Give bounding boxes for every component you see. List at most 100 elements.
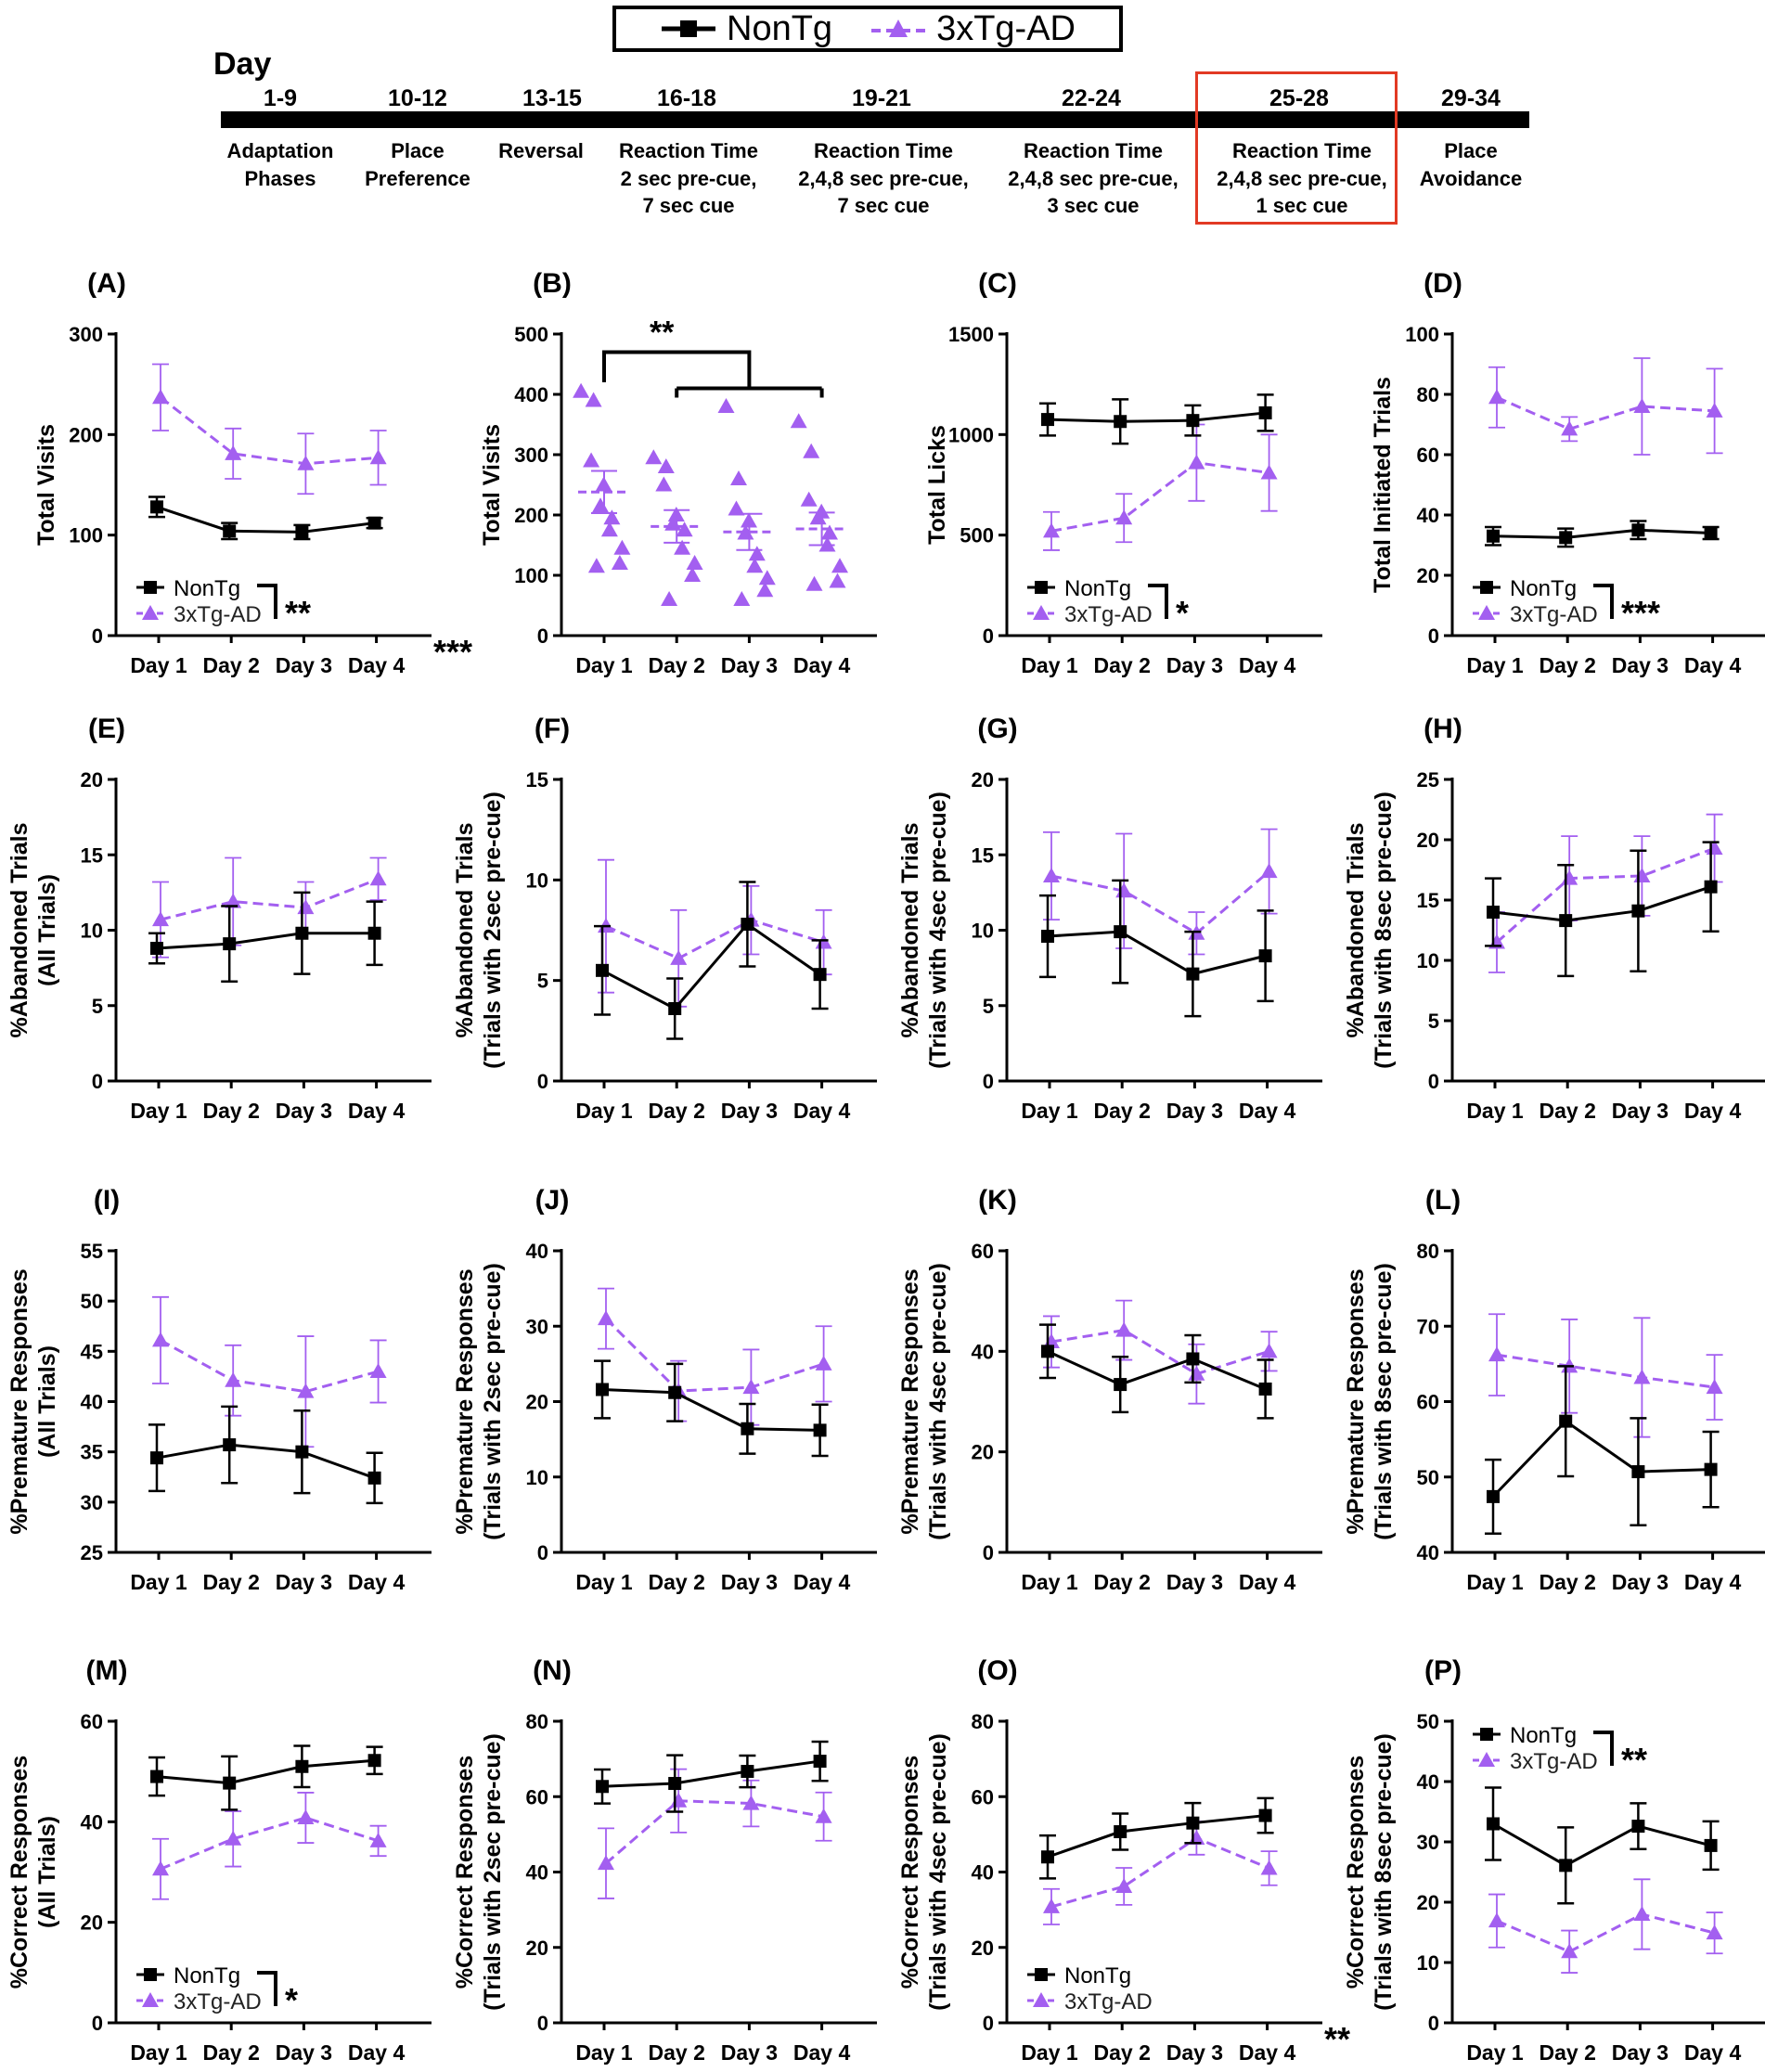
tg-marker [815,1808,832,1823]
x-tick-label: Day 2 [649,1099,705,1123]
x-tick-label: Day 1 [130,1099,187,1123]
y-tick-label: 0 [537,2012,548,2035]
x-tick-label: Day 4 [1684,1099,1742,1123]
tg-marker [1633,1369,1651,1384]
y-tick-label: 20 [1417,829,1439,852]
tg-marker [297,1809,315,1824]
panel-label: (D) [1424,268,1462,299]
nontg-square-marker-icon [662,20,715,37]
y-tick-label: 45 [81,1340,103,1363]
x-tick-label: Day 4 [1239,2040,1296,2065]
x-tick-label: Day 3 [1612,1570,1668,1594]
tg-series-line [160,396,379,466]
tg-marker [1488,389,1505,405]
tg-marker [717,398,735,413]
y-tick-label: 300 [514,444,548,467]
x-tick-label: Day 1 [1021,1099,1078,1123]
legend-label-tg: 3xTg-AD [1510,602,1598,627]
legend-tg: 3xTg-AD [870,9,1076,49]
y-axis-label-line: Total Initiated Trials [1370,377,1396,593]
nontg-marker [1631,1820,1645,1834]
chart-panel: (B) 0 100 200 300 400 500 Day 1 Day 2 Day 3 Day 4 T… [479,268,877,677]
nontg-marker [741,1422,754,1435]
nontg-marker [1035,581,1048,594]
y-tick-label: 5 [1428,1010,1439,1033]
tg-marker [1033,1992,1050,2007]
nontg-marker [1041,1345,1054,1358]
nontg-marker [668,1777,682,1791]
nontg-marker [223,1438,237,1452]
y-tick-label: 20 [81,768,103,791]
y-tick-label: 40 [1417,1770,1439,1794]
tg-marker [758,570,776,586]
tg-series-line [1496,1912,1715,1953]
tg-series-line [160,1339,380,1394]
x-tick-label: Day 4 [348,2040,406,2065]
legend-label-tg: 3xTg-AD [1510,1749,1598,1774]
y-tick-label: 30 [81,1491,103,1514]
tg-series-line [605,919,825,960]
phase-desc: Adaptation Phases [226,139,334,190]
y-axis-label-line: %Correct Responses [1343,1756,1369,1988]
nontg-marker [1114,1825,1127,1839]
panel-label: (P) [1424,1655,1462,1686]
legend-nontg: NonTg [660,9,832,49]
x-tick-label: Day 2 [1540,653,1596,677]
y-tick-label: 40 [526,1240,548,1263]
y-axis-label-line: %Correct Responses [897,1756,923,1988]
y-tick-label: 0 [92,1070,103,1093]
y-axis-label-line: (Trials with 8sec pre-cue) [1371,1263,1397,1540]
nontg-marker [144,1968,157,1981]
y-tick-label: 20 [972,1441,994,1464]
x-tick-label: Day 2 [203,1099,260,1123]
nontg-marker [1559,531,1573,545]
nontg-series-line [1492,885,1712,922]
y-tick-label: 1000 [948,423,994,446]
tg-marker [585,392,602,407]
x-tick-label: Day 2 [1540,1570,1596,1594]
x-tick-label: Day 2 [203,2040,260,2065]
x-tick-label: Day 2 [203,1570,260,1594]
panel-label: (N) [533,1655,572,1686]
y-tick-label: 500 [514,323,548,346]
nontg-marker [1559,914,1573,928]
x-tick-label: Day 3 [1612,2040,1668,2065]
x-tick-label: Day 3 [721,1570,778,1594]
tg-series-line [605,1799,824,1865]
tg-marker [1633,398,1651,413]
y-tick-label: 60 [972,1240,994,1263]
x-tick-label: Day 3 [276,653,332,677]
x-tick-label: Day 1 [130,653,187,677]
tg-marker [225,444,242,460]
y-tick-label: 10 [81,920,103,943]
y-tick-label: 50 [1417,1466,1439,1489]
y-tick-label: 5 [92,995,103,1018]
panel-label: (A) [87,268,126,299]
tg-marker [790,413,807,429]
nontg-series-line [1047,1814,1266,1859]
chart-panel: (L) 40 50 60 70 80 Day 1 Day 2 Day 3 Day 4 %Premat… [1343,1185,1765,1594]
y-tick-label: 15 [1417,889,1439,912]
tg-marker [655,476,673,492]
y-tick-label: 20 [1417,1891,1439,1914]
y-tick-label: 20 [1417,564,1439,587]
tg-marker [1260,1860,1278,1875]
nontg-marker [1041,1850,1054,1864]
x-tick-label: Day 1 [1021,653,1078,677]
y-tick-label: 60 [1417,444,1439,467]
y-tick-label: 300 [69,323,103,346]
phase-range: 1-9 [263,85,298,111]
tg-marker [1260,863,1278,879]
nontg-marker [223,524,237,538]
significance-label: ** [1621,1741,1647,1779]
nontg-marker [1559,1414,1573,1428]
tg-marker [805,575,823,591]
phase-desc: Reaction Time 2,4,8 sec pre-cue, 3 sec c… [1008,139,1179,218]
tg-marker [1561,1943,1578,1959]
tg-marker [742,1379,760,1395]
y-tick-label: 40 [1417,504,1439,527]
nontg-series-line [1047,411,1266,423]
nontg-marker [1704,880,1718,894]
y-tick-label: 15 [81,843,103,867]
